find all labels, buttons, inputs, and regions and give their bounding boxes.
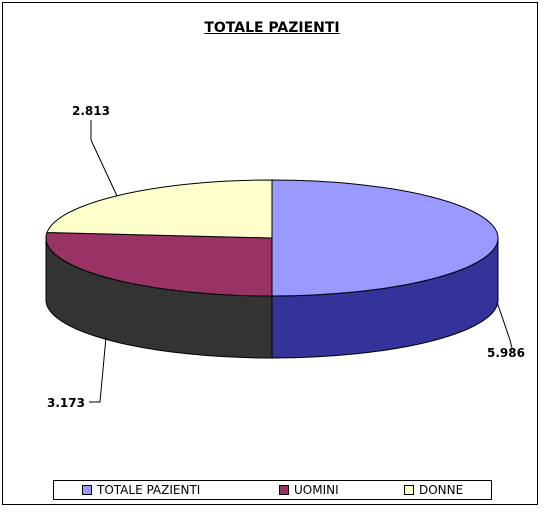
legend-swatch-totale-pazienti [82, 485, 92, 495]
legend-label-donne: DONNE [419, 483, 464, 497]
data-label-totale-pazienti: 5.986 [487, 346, 525, 360]
pie-slice-0 [271, 179, 499, 297]
chart-title: TOTALE PAZIENTI [204, 20, 340, 36]
legend-label-uomini: UOMINI [294, 483, 339, 497]
pie-slice-2 [46, 179, 273, 239]
legend-swatch-uomini [279, 485, 289, 495]
legend-label-totale-pazienti: TOTALE PAZIENTI [97, 483, 201, 497]
legend-swatch-donne [404, 485, 414, 495]
pie-slice-1 [45, 232, 273, 297]
leader-line-0 [496, 301, 513, 349]
leader-line-1 [89, 336, 107, 403]
legend-item-totale-pazienti: TOTALE PAZIENTI [82, 483, 200, 497]
legend-item-uomini: UOMINI [279, 483, 339, 497]
leader-line-2 [90, 120, 118, 197]
legend: TOTALE PAZIENTI UOMINI DONNE [53, 480, 492, 500]
legend-item-donne: DONNE [404, 483, 463, 497]
data-label-uomini: 3.173 [47, 396, 85, 410]
data-label-donne: 2.813 [72, 104, 110, 118]
